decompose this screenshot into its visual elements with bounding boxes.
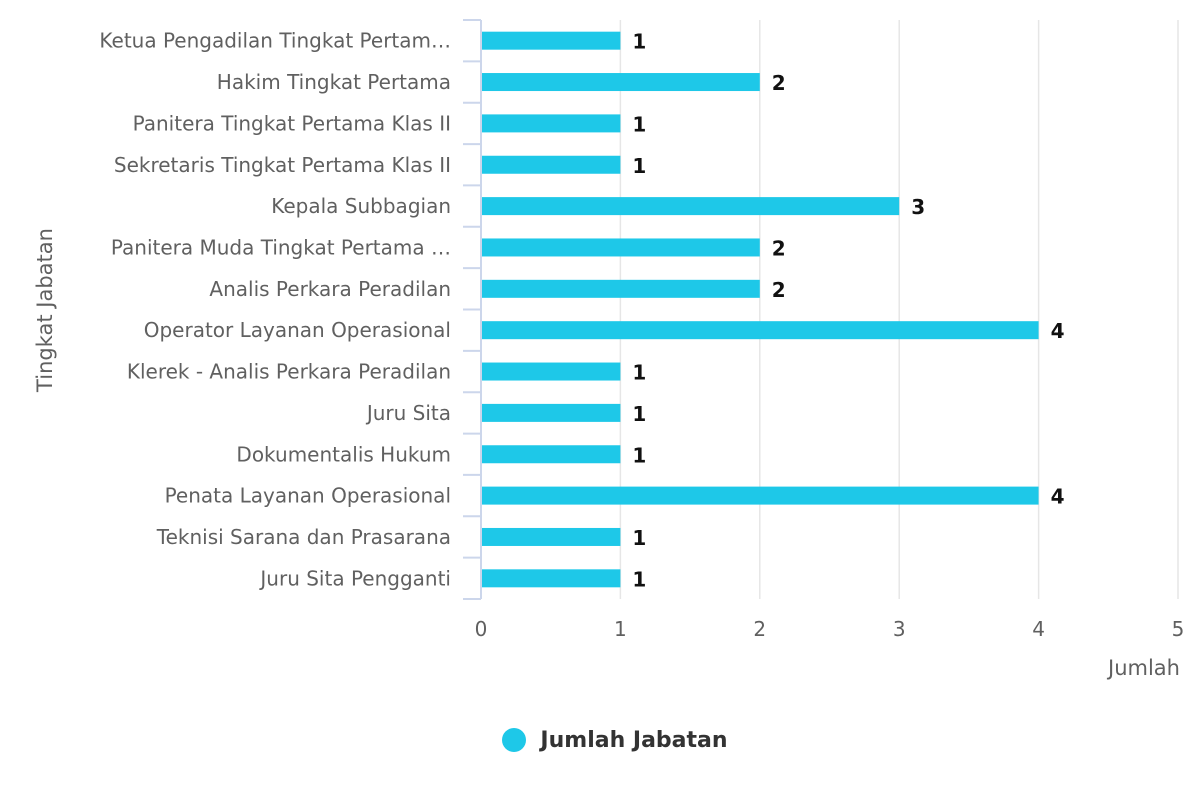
data-label: 4 [1051, 485, 1065, 509]
bar [482, 486, 1039, 505]
bar [482, 321, 1039, 340]
category-label: Panitera Muda Tingkat Pertama … [111, 235, 451, 259]
x-tick-label: 4 [1032, 617, 1045, 641]
category-label: Hakim Tingkat Pertama [217, 70, 451, 94]
data-label: 1 [632, 443, 646, 467]
x-tick-label: 0 [475, 617, 488, 641]
data-label: 1 [632, 30, 646, 54]
bar [482, 238, 760, 257]
category-label: Panitera Tingkat Pertama Klas II [133, 111, 451, 135]
x-axis-title: Jumlah [1106, 656, 1180, 680]
data-label: 1 [632, 402, 646, 426]
data-label: 1 [632, 112, 646, 136]
bar [482, 403, 621, 422]
x-tick-label: 5 [1172, 617, 1185, 641]
category-label: Operator Layanan Operasional [144, 318, 451, 342]
legend[interactable]: Jumlah Jabatan [0, 720, 1200, 760]
category-label: Klerek - Analis Perkara Peradilan [127, 360, 451, 384]
category-label: Juru Sita [365, 401, 451, 425]
x-tick-label: 2 [753, 617, 766, 641]
data-label: 2 [772, 236, 786, 260]
bar [482, 527, 621, 546]
data-label: 1 [632, 361, 646, 385]
bar [482, 155, 621, 174]
category-label: Ketua Pengadilan Tingkat Pertam… [99, 29, 451, 53]
data-label: 1 [632, 154, 646, 178]
category-label: Teknisi Sarana dan Prasarana [156, 525, 451, 549]
labels: 0 1 2 3 4 5 Ketua Pengadilan Tingkat Pertam… 1 H… [99, 29, 1184, 641]
bar [482, 569, 621, 588]
category-label: Kepala Subbagian [271, 194, 451, 218]
bar [482, 362, 621, 381]
bar [482, 197, 900, 216]
bar [482, 31, 621, 50]
legend-label: Jumlah Jabatan [540, 727, 728, 753]
axes [463, 19, 482, 600]
category-label: Dokumentalis Hukum [236, 442, 451, 466]
data-label: 1 [632, 567, 646, 591]
bar [482, 114, 621, 133]
legend-swatch-icon [502, 728, 527, 752]
grid-lines [619, 20, 1179, 599]
x-tick-label: 3 [893, 617, 906, 641]
y-axis-title: Tingkat Jabatan [33, 228, 57, 393]
data-label: 4 [1051, 319, 1065, 343]
x-tick-label: 1 [614, 617, 627, 641]
category-label: Penata Layanan Operasional [165, 484, 451, 508]
bars [482, 31, 1039, 588]
legend-item[interactable]: Jumlah Jabatan [472, 727, 728, 753]
bar [482, 73, 760, 92]
data-label: 2 [772, 71, 786, 95]
bar [482, 279, 760, 298]
data-label: 3 [911, 195, 925, 219]
category-label: Juru Sita Pengganti [258, 566, 451, 590]
data-label: 1 [632, 526, 646, 550]
category-label: Sekretaris Tingkat Pertama Klas II [114, 153, 451, 177]
data-label: 2 [772, 278, 786, 302]
category-label: Analis Perkara Peradilan [209, 277, 451, 301]
bar [482, 445, 621, 464]
